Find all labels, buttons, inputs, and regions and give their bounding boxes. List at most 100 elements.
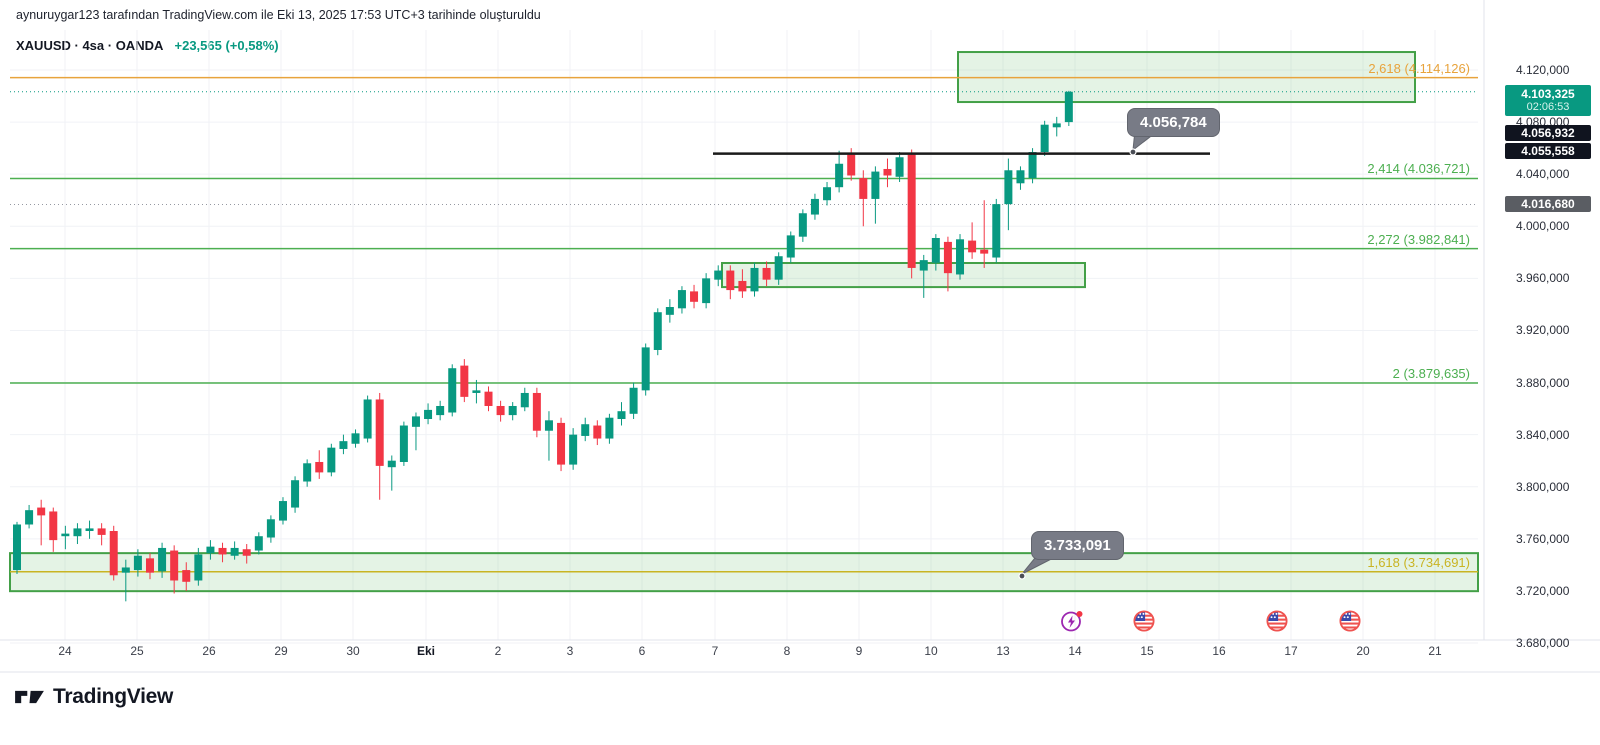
x-axis-label: 9 [855,644,863,658]
candle [1064,91,1073,123]
candle [629,387,638,414]
candle [1028,152,1037,179]
x-axis-label: 7 [711,644,719,658]
y-axis-label: 4.000,000 [1516,219,1570,234]
candle [726,270,735,291]
candle [315,461,324,473]
x-axis-label: 13 [996,644,1010,658]
candle [448,368,457,413]
candle [895,157,904,177]
candle [738,280,747,292]
candle [206,546,215,554]
fib-label-2,618[interactable]: 2,618 (4.114,126) [1368,60,1470,76]
price-callout-1[interactable]: 4.056,784 [1127,108,1220,137]
candle [847,154,856,176]
fib-label-1,618[interactable]: 1,618 (3.734,691) [1367,554,1470,570]
candle [653,312,662,350]
candle [109,531,118,576]
y-axis-label: 3.920,000 [1516,323,1570,338]
candle [1040,124,1049,153]
candle [61,533,70,537]
candle [133,555,142,571]
candle [327,447,336,473]
candle [835,163,844,188]
candle [351,433,360,444]
candle [170,550,179,581]
candle [919,260,928,271]
candle [544,420,553,431]
candle [956,239,965,275]
candle [581,424,590,436]
x-axis-label: 3 [566,644,574,658]
price-callout-2[interactable]: 3.733,091 [1031,531,1124,560]
candle [532,392,541,431]
us-flag-event-icon[interactable] [1338,609,1362,633]
y-axis-label: 3.760,000 [1516,531,1570,546]
y-axis-label: 3.960,000 [1516,271,1570,286]
candle [496,405,505,416]
fib-label-2,414[interactable]: 2,414 (4.036,721) [1367,161,1470,177]
prev-close-badge: 4.016,680 [1505,196,1591,212]
candle [617,411,626,420]
us-flag-event-icon[interactable] [1265,609,1289,633]
candle [339,441,348,449]
candle [508,405,517,416]
candle [641,347,650,391]
x-axis-label: 2 [494,644,502,658]
candle [605,417,614,439]
candle [291,480,300,508]
tradingview-logo[interactable]: TradingView [14,684,173,710]
candle [158,547,167,572]
y-axis-label: 3.840,000 [1516,427,1570,442]
candle [460,365,469,397]
x-axis-label: 25 [130,644,144,658]
symbol-legend[interactable]: XAUUSD · 4sa · OANDA +23,565 (+0,58%) [16,38,279,53]
x-axis-label: 17 [1284,644,1298,658]
candle [992,204,1001,258]
candle [520,392,529,408]
candle [242,549,251,556]
us-flag-event-icon[interactable] [1132,609,1156,633]
x-axis-label: 8 [783,644,791,658]
y-axis-label: 3.680,000 [1516,636,1570,650]
fib-label-2,272[interactable]: 2,272 (3.982,841) [1367,231,1470,247]
candle [871,171,880,199]
candle [363,399,372,439]
candle [810,198,819,215]
candle [484,391,493,406]
x-axis-label: 26 [202,644,216,658]
candle [786,235,795,258]
y-axis-label: 4.040,000 [1516,167,1570,182]
candle [13,524,21,571]
line-price-badge: 4.055,558 [1505,143,1591,159]
candle [907,154,916,268]
y-axis-label: 3.880,000 [1516,375,1570,390]
x-axis-label: Eki [416,644,436,658]
candle [1052,123,1061,128]
attribution-text: aynuruygar123 tarafından TradingView.com… [16,8,541,22]
candle [859,178,868,199]
y-axis-label: 4.120,000 [1516,63,1570,77]
x-axis-label: 21 [1428,644,1442,658]
candle [194,554,203,581]
lightning-event-icon[interactable] [1060,609,1084,633]
candle [943,241,952,274]
candle [25,510,34,525]
candle [278,501,287,521]
candle [218,547,227,555]
candle [37,507,46,516]
x-axis-label: 10 [924,644,938,658]
candle [303,463,312,482]
x-axis-label: 6 [638,644,646,658]
candle [182,570,191,582]
candle [569,434,578,465]
callout-anchor-dot [1018,572,1026,580]
candle [1016,170,1025,184]
x-axis-label: 15 [1140,644,1154,658]
tradingview-logo-icon [15,690,44,704]
line-price-badge: 4.056,932 [1505,125,1591,141]
fib-label-2[interactable]: 2 (3.879,635) [1392,366,1470,382]
callout-anchor-dot [1129,148,1137,156]
candle [436,405,445,416]
